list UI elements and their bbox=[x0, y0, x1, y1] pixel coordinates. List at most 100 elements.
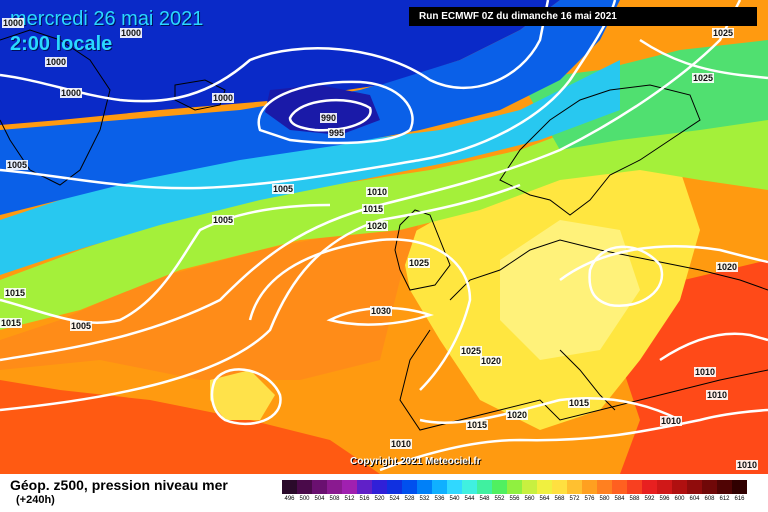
scale-tick-label: 572 bbox=[569, 496, 580, 502]
isobar-label: 1010 bbox=[694, 367, 717, 377]
isobar-label: 1025 bbox=[712, 28, 735, 38]
isobar-label: 1000 bbox=[212, 93, 235, 103]
scale-swatch bbox=[327, 480, 342, 494]
isobar-label: 1015 bbox=[466, 420, 489, 430]
scale-tick-label: 576 bbox=[584, 496, 595, 502]
scale-tick-label: 552 bbox=[494, 496, 505, 502]
map-legend-footer: Géop. z500, pression niveau mer (+240h) … bbox=[0, 474, 768, 512]
isobar-label: 1020 bbox=[506, 410, 529, 420]
isobar-label: 1010 bbox=[366, 187, 389, 197]
scale-tick-label: 540 bbox=[449, 496, 460, 502]
scale-swatch bbox=[732, 480, 747, 494]
scale-swatch bbox=[492, 480, 507, 494]
scale-tick-label: 592 bbox=[644, 496, 655, 502]
zone-green-band bbox=[0, 100, 768, 330]
field-title: Géop. z500, pression niveau mer bbox=[10, 477, 228, 493]
isobar-label: 990 bbox=[320, 113, 338, 123]
scale-swatch bbox=[312, 480, 327, 494]
scale-tick-label: 596 bbox=[659, 496, 670, 502]
isobar-1030 bbox=[326, 306, 434, 326]
zone-yellow-core bbox=[500, 220, 640, 360]
scale-tick-label: 532 bbox=[419, 496, 430, 502]
isobar-1000 bbox=[0, 0, 550, 103]
scale-tick-label: 588 bbox=[629, 496, 640, 502]
isobar-1005-west bbox=[0, 203, 331, 324]
model-run-banner: Run ECMWF 0Z du dimanche 16 mai 2021 bbox=[409, 7, 757, 26]
scale-swatch bbox=[432, 480, 447, 494]
isobar-label: 1015 bbox=[362, 204, 385, 214]
scale-swatch bbox=[417, 480, 432, 494]
isobar-label: 1000 bbox=[120, 28, 143, 38]
forecast-time: 2:00 locale bbox=[10, 33, 113, 55]
isobar-label: 1025 bbox=[408, 258, 431, 268]
scale-tick-label: 568 bbox=[554, 496, 565, 502]
scale-swatch bbox=[567, 480, 582, 494]
scale-tick-label: 520 bbox=[374, 496, 385, 502]
forecast-date: mercredi 26 mai 2021 bbox=[10, 8, 204, 30]
isobar-1025-east bbox=[559, 245, 768, 282]
scale-swatch bbox=[642, 480, 657, 494]
isobar-1015-south bbox=[419, 396, 681, 424]
isobar-label: 1005 bbox=[272, 184, 295, 194]
scale-tick-label: 556 bbox=[509, 496, 520, 502]
isobar-high-ring bbox=[210, 368, 282, 425]
isobar-label: 1005 bbox=[212, 215, 235, 225]
scale-swatch bbox=[282, 480, 297, 494]
geopotential-map bbox=[0, 0, 768, 474]
isobar-label: 995 bbox=[328, 128, 346, 138]
coastline-greenland bbox=[0, 29, 111, 186]
scale-tick-label: 600 bbox=[674, 496, 685, 502]
scale-swatch bbox=[357, 480, 372, 494]
scale-tick-label: 512 bbox=[344, 496, 355, 502]
scale-swatch bbox=[672, 480, 687, 494]
isobar-label: 1015 bbox=[568, 398, 591, 408]
scale-tick-label: 536 bbox=[434, 496, 445, 502]
isobar-label: 1020 bbox=[716, 262, 739, 272]
scale-tick-label: 548 bbox=[479, 496, 490, 502]
coastline-scandinavia bbox=[499, 84, 701, 216]
scale-swatch bbox=[552, 480, 567, 494]
scale-swatch bbox=[522, 480, 537, 494]
scale-tick-label: 584 bbox=[614, 496, 625, 502]
scale-tick-label: 524 bbox=[389, 496, 400, 502]
scale-tick-label: 504 bbox=[314, 496, 325, 502]
scale-swatch bbox=[537, 480, 552, 494]
coastline-italy bbox=[559, 349, 616, 411]
coastline-iceland bbox=[174, 79, 226, 111]
isobar-label: 1010 bbox=[660, 416, 683, 426]
scale-swatch bbox=[657, 480, 672, 494]
scale-swatch bbox=[507, 480, 522, 494]
isobar-label: 1010 bbox=[390, 439, 413, 449]
copyright: Copyright 2021 Meteociel.fr bbox=[350, 456, 481, 467]
scale-swatch bbox=[297, 480, 312, 494]
scale-swatch bbox=[582, 480, 597, 494]
scale-tick-label: 496 bbox=[284, 496, 295, 502]
color-scale: 496 500 504 508 512 516 520 524 528 532 536 540 544 5… bbox=[282, 480, 748, 508]
isobar-label: 1020 bbox=[480, 356, 503, 366]
lead-time: (+240h) bbox=[16, 494, 55, 506]
scale-tick-label: 508 bbox=[329, 496, 340, 502]
scale-tick-label: 564 bbox=[539, 496, 550, 502]
scale-swatch bbox=[447, 480, 462, 494]
scale-tick-label: 500 bbox=[299, 496, 310, 502]
isobar-1005-north bbox=[0, 0, 617, 190]
isobar-1015 bbox=[0, 183, 521, 412]
scale-swatch bbox=[462, 480, 477, 494]
isobar-label: 1005 bbox=[70, 321, 93, 331]
scale-tick-label: 612 bbox=[719, 496, 730, 502]
isobar-label: 1005 bbox=[6, 160, 29, 170]
isobar-990 bbox=[288, 98, 372, 132]
isobar-label: 1020 bbox=[366, 221, 389, 231]
scale-tick-label: 516 bbox=[359, 496, 370, 502]
isobar-label: 1025 bbox=[460, 346, 483, 356]
scale-tick-label: 608 bbox=[704, 496, 715, 502]
scale-swatch bbox=[402, 480, 417, 494]
isobar-995 bbox=[257, 80, 414, 145]
isobar-1010-south bbox=[379, 408, 768, 472]
scale-tick-label: 544 bbox=[464, 496, 475, 502]
scale-tick-label: 560 bbox=[524, 496, 535, 502]
zone-cyan-band bbox=[0, 60, 620, 275]
scale-swatch bbox=[612, 480, 627, 494]
scale-tick-label: 604 bbox=[689, 496, 700, 502]
